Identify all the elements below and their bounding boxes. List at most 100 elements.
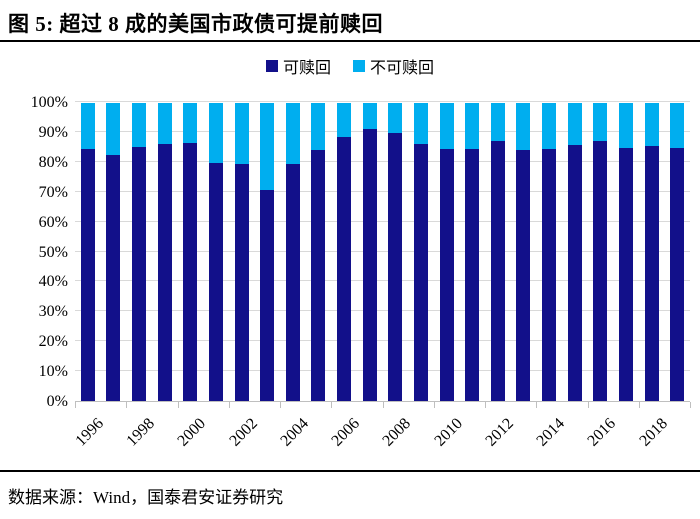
bar-segment-callable: [388, 132, 403, 401]
callable-swatch-icon: [265, 60, 278, 72]
data-source-note: 数据来源：Wind，国泰君安证券研究: [8, 488, 284, 507]
x-axis-tick: [536, 402, 538, 408]
bar-2013: [516, 103, 531, 401]
y-axis-tick-label: 60%: [38, 213, 68, 231]
bar-2003: [260, 103, 275, 401]
bar-segment-callable: [106, 154, 121, 401]
bar-1996: [80, 103, 95, 401]
plot-area: [75, 101, 690, 402]
bar-2010: [439, 103, 454, 401]
bar-1999: [157, 103, 172, 401]
x-axis-tick: [126, 402, 128, 408]
bar-segment-callable: [132, 146, 147, 401]
x-axis-year-label: 2010: [430, 415, 466, 450]
bar-segment-noncallable: [132, 103, 147, 147]
bar-segment-callable: [183, 142, 198, 401]
x-axis-year-label: 1996: [72, 415, 107, 450]
bar-2019: [670, 103, 685, 401]
legend-item-noncallable: 不可赎回: [353, 54, 434, 78]
bar-segment-noncallable: [516, 103, 531, 151]
y-axis-tick-label: 0%: [46, 393, 68, 410]
y-axis-tick-label: 30%: [38, 303, 68, 321]
bar-2007: [362, 103, 377, 401]
legend-item-callable: 可赎回: [265, 54, 331, 78]
x-axis-year-label: 2000: [174, 415, 210, 450]
bar-segment-callable: [157, 144, 172, 401]
figure-title: 图 5: 超过 8 成的美国市政债可提前赎回: [8, 12, 383, 36]
bar-2000: [183, 103, 198, 401]
bar-2015: [567, 103, 582, 401]
bar-segment-noncallable: [490, 103, 505, 142]
y-axis-tick-label: 10%: [38, 363, 68, 381]
x-axis-year-label: 2006: [328, 415, 364, 450]
bar-segment-noncallable: [106, 103, 121, 155]
bar-2002: [234, 103, 249, 401]
bar-2017: [618, 103, 633, 401]
x-axis-year-label: 2008: [379, 415, 415, 450]
x-axis-tick: [587, 402, 589, 408]
x-axis-tick: [690, 402, 691, 408]
gridline: [75, 101, 690, 102]
bar-segment-noncallable: [80, 103, 95, 149]
y-axis-tick-label: 50%: [38, 243, 68, 261]
gridline: [75, 340, 690, 342]
x-axis-year-label: 2016: [584, 415, 620, 450]
bar-segment-callable: [337, 137, 352, 401]
bar-segment-noncallable: [567, 103, 582, 145]
bar-segment-noncallable: [260, 103, 275, 190]
bar-segment-noncallable: [311, 103, 326, 151]
bar-2006: [337, 103, 352, 401]
bar-segment-noncallable: [542, 103, 557, 150]
noncallable-swatch-icon: [353, 60, 365, 72]
gridline: [75, 190, 690, 192]
y-axis-tick-label: 80%: [38, 153, 68, 171]
bar-segment-callable: [670, 147, 685, 401]
bar-segment-callable: [285, 164, 300, 401]
bar-segment-noncallable: [413, 103, 428, 144]
bar-segment-callable: [593, 141, 608, 401]
bar-segment-noncallable: [593, 103, 608, 142]
bar-segment-noncallable: [439, 103, 454, 150]
bar-2004: [285, 103, 300, 401]
x-axis-year-label: 2018: [635, 415, 671, 450]
bar-segment-callable: [234, 164, 249, 401]
gridline: [75, 250, 690, 252]
bar-segment-noncallable: [337, 103, 352, 138]
x-axis-year-label: 2014: [533, 415, 569, 450]
bar-2005: [311, 103, 326, 401]
y-axis-tick-label: 20%: [38, 333, 68, 351]
x-axis-tick: [433, 402, 435, 408]
bar-segment-callable: [311, 150, 326, 401]
x-axis-tick: [177, 402, 179, 408]
x-axis-tick: [228, 402, 230, 408]
bar-segment-callable: [618, 148, 633, 401]
bar-1997: [106, 103, 121, 401]
x-axis-year-label: 2002: [225, 415, 261, 450]
bar-segment-callable: [516, 150, 531, 401]
x-axis-tick: [75, 402, 76, 408]
bar-2009: [413, 103, 428, 401]
bar-segment-callable: [362, 129, 377, 401]
legend-label-noncallable: 不可赎回: [370, 60, 435, 77]
bar-segment-noncallable: [644, 103, 659, 146]
bar-segment-callable: [465, 149, 480, 401]
x-axis-tick: [331, 402, 333, 408]
title-divider: [0, 40, 700, 42]
bar-segment-noncallable: [208, 103, 223, 164]
bar-segment-noncallable: [234, 103, 249, 165]
bar-segment-callable: [644, 145, 659, 401]
bar-segment-noncallable: [362, 103, 377, 130]
bar-segment-noncallable: [670, 103, 685, 148]
bar-segment-callable: [439, 149, 454, 401]
legend-label-callable: 可赎回: [282, 60, 331, 77]
y-axis-tick-label: 40%: [38, 273, 68, 291]
x-axis-year-label: 2004: [277, 415, 312, 450]
gridline: [75, 220, 690, 222]
x-axis-tick: [382, 402, 384, 408]
y-axis-tick-label: 90%: [38, 123, 68, 141]
chart-legend: 可赎回 不可赎回: [0, 54, 700, 78]
x-axis-year-label: 1998: [123, 415, 159, 450]
bar-2012: [490, 103, 505, 401]
bar-segment-callable: [260, 189, 275, 401]
